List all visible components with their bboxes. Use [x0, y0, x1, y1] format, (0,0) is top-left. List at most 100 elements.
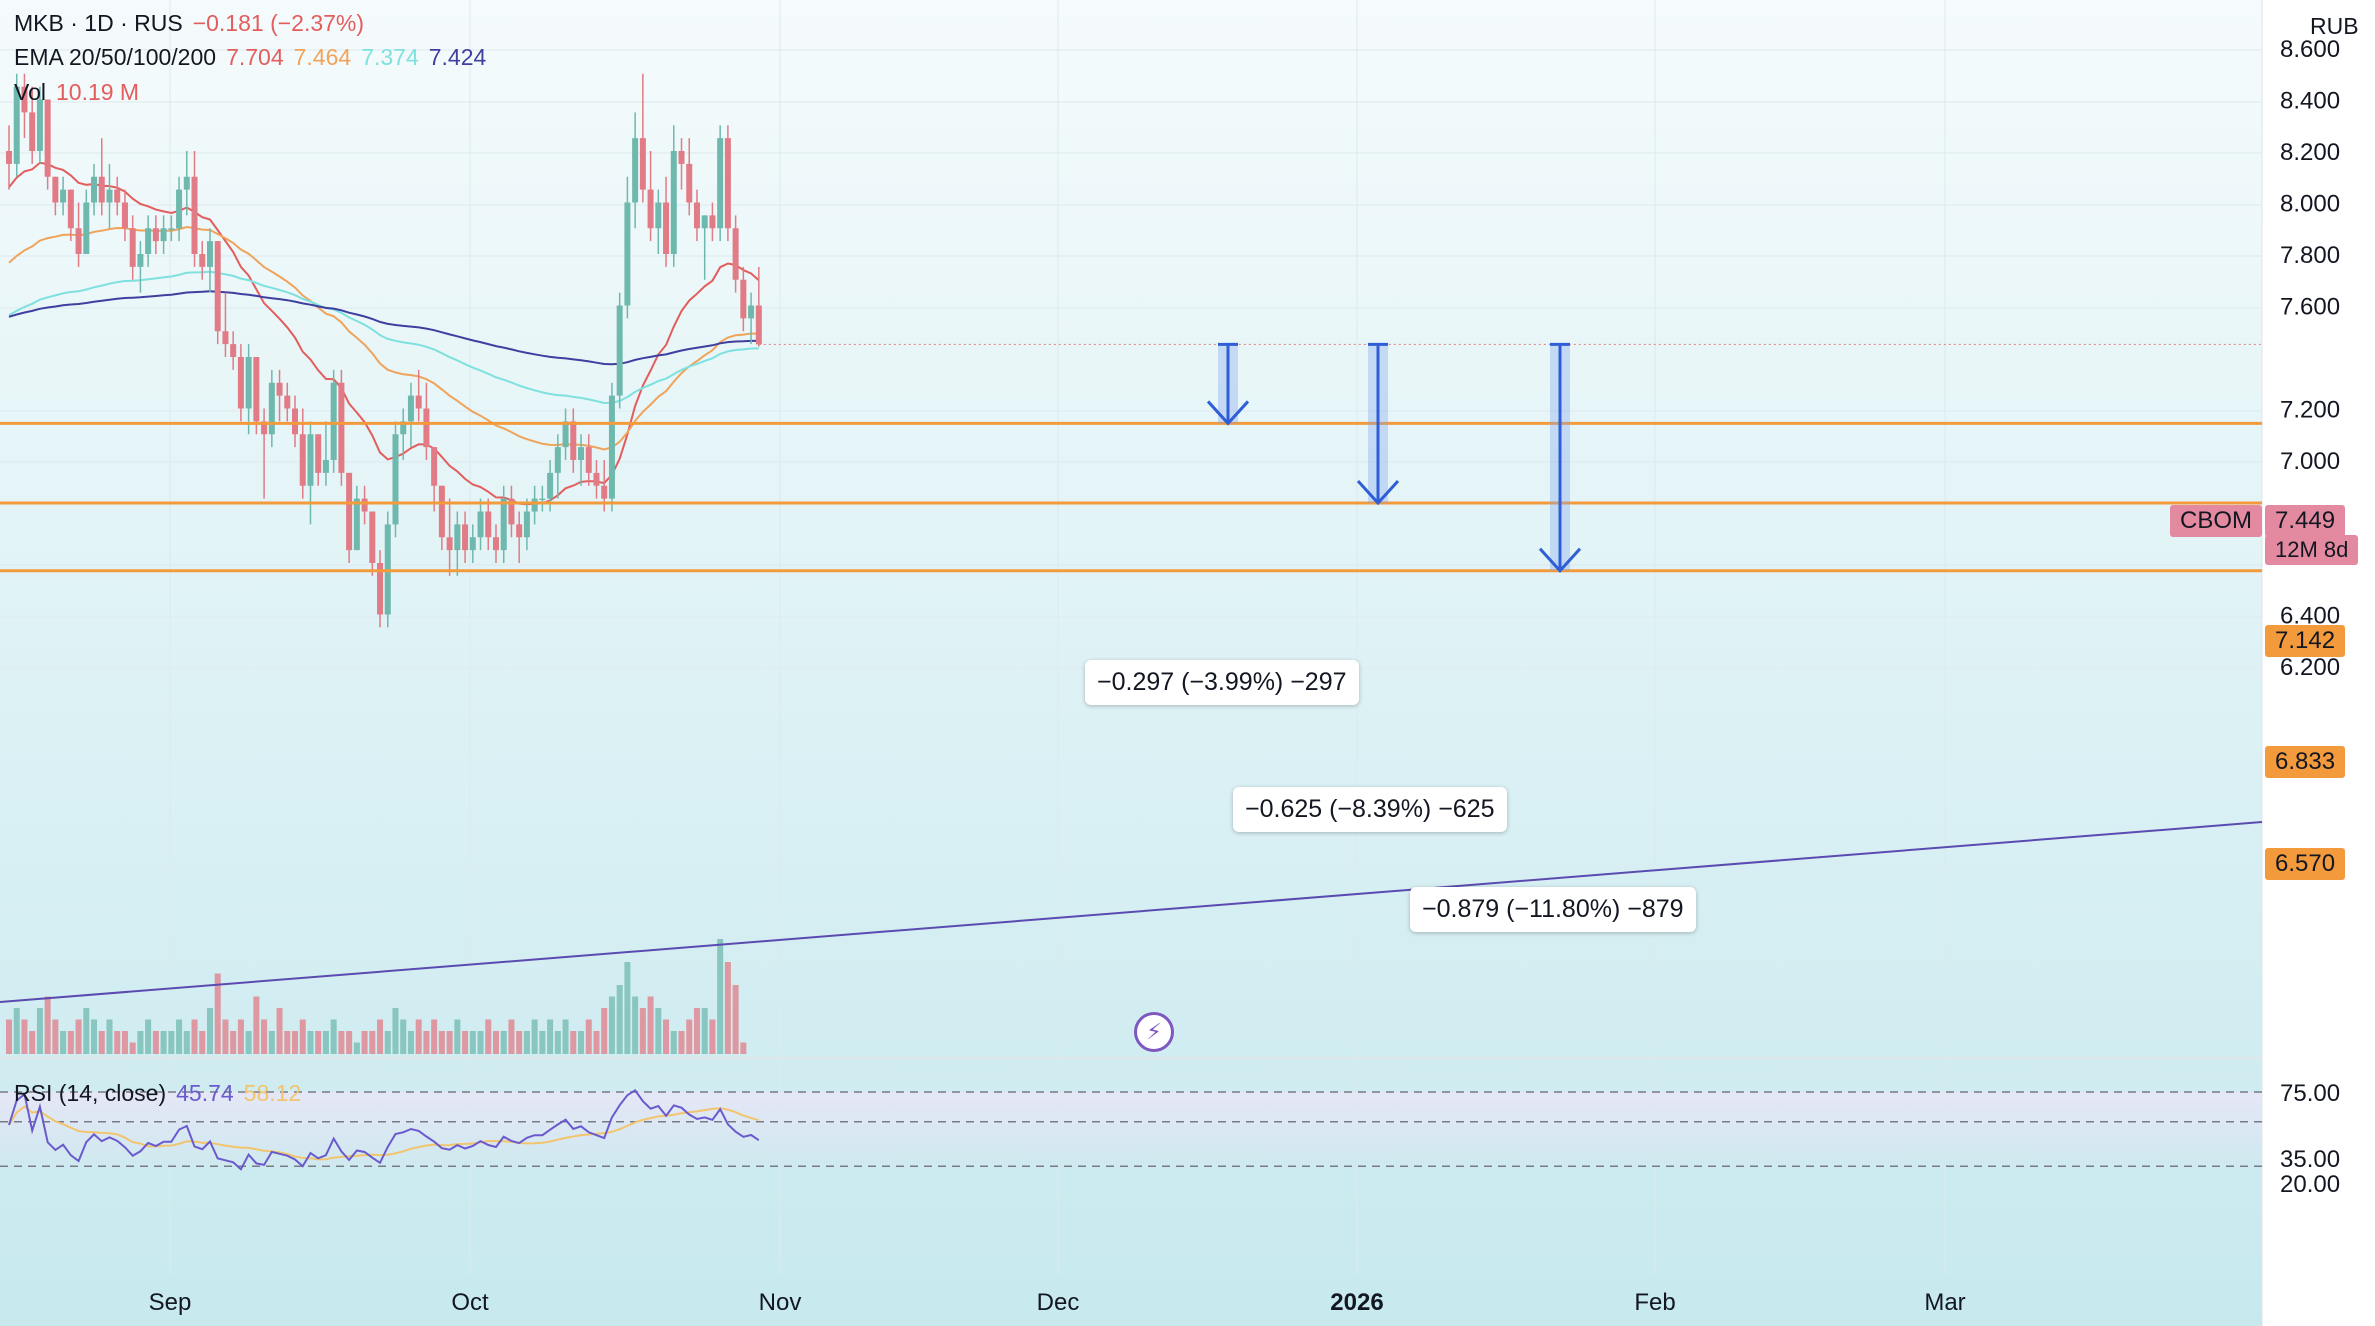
candle-body: [446, 537, 453, 551]
volume-bar: [585, 1019, 592, 1054]
price-tick: 7.800: [2280, 242, 2340, 269]
candle-body: [748, 305, 755, 319]
volume-bar: [377, 1019, 384, 1054]
volume-bar: [168, 1031, 175, 1054]
legend-rsi-row: RSI (14, close) 45.74 58.12: [14, 1080, 311, 1107]
candle-body: [578, 447, 585, 460]
candle-body: [36, 99, 43, 151]
candle-body: [353, 498, 360, 551]
countdown-tag: 12M 8d: [2265, 535, 2359, 565]
candle-body: [160, 228, 167, 242]
volume-bar: [261, 1019, 268, 1054]
candle-body: [145, 228, 152, 254]
candle-body: [67, 189, 74, 229]
price-tick: 7.200: [2280, 397, 2340, 424]
volume-bar: [508, 1019, 515, 1054]
price-tick: 8.600: [2280, 36, 2340, 63]
candle-body: [663, 202, 670, 254]
candle-body: [670, 151, 677, 254]
rsi-value: 45.74: [176, 1080, 234, 1106]
candle-body: [52, 176, 59, 203]
level-tag-2: 6.833: [2265, 746, 2346, 778]
measure-label-2[interactable]: −0.625 (−8.39%) −625: [1233, 787, 1507, 832]
price-tick: 7.000: [2280, 448, 2340, 475]
volume-bar: [415, 1019, 422, 1054]
candle-body: [709, 215, 716, 229]
volume-bar: [346, 1031, 353, 1054]
volume-bar: [137, 1031, 144, 1054]
legend-vol-row: Vol 10.19 M: [14, 79, 149, 106]
measure-label-1[interactable]: −0.297 (−3.99%) −297: [1085, 660, 1359, 705]
vol-label: Vol: [14, 79, 46, 105]
exchange-tag: CBOM: [2170, 505, 2262, 537]
volume-bar: [307, 1031, 314, 1054]
currency-label: RUB: [2310, 13, 2359, 39]
volume-bar: [91, 1019, 98, 1054]
volume-bar: [83, 1008, 90, 1054]
candle-body: [724, 138, 731, 229]
volume-bar: [454, 1019, 461, 1054]
candle-body: [307, 434, 314, 486]
volume-bar: [438, 1031, 445, 1054]
candle-body: [361, 498, 368, 512]
volume-bar: [245, 1031, 252, 1054]
volume-bar: [469, 1031, 476, 1054]
candle-body: [508, 498, 515, 525]
volume-bar: [199, 1031, 206, 1054]
volume-bar: [740, 1042, 747, 1054]
candle-body: [701, 215, 708, 229]
candle-body: [500, 498, 507, 551]
ema200-value: 7.424: [428, 44, 487, 70]
candle-body: [168, 228, 175, 230]
last-price-tag: 7.449: [2265, 505, 2346, 537]
candle-body: [593, 472, 600, 486]
candle-body: [570, 421, 577, 460]
candle-body: [554, 447, 561, 473]
candle-body: [6, 151, 12, 164]
candles: [6, 73, 2262, 628]
volume-bar: [121, 1031, 128, 1054]
candle-body: [214, 241, 221, 332]
legend-symbol-row: MKB · 1D · RUS −0.181 (−2.37%): [14, 10, 374, 37]
volume-bar: [500, 1031, 507, 1054]
measure-arrows[interactable]: [1206, 342, 1582, 573]
volume-bar: [361, 1031, 368, 1054]
price-tick: 8.200: [2280, 139, 2340, 166]
volume-bar: [663, 1019, 670, 1054]
candle-body: [322, 460, 329, 473]
horizontal-levels[interactable]: [0, 421, 2262, 573]
volume-bar: [608, 996, 615, 1054]
candle-body: [261, 421, 268, 435]
volume-bar: [601, 1008, 608, 1054]
candle-body: [330, 382, 337, 460]
volume-bar: [145, 1019, 152, 1054]
rsi-tick: 20.00: [2280, 1171, 2340, 1198]
volume-bar: [36, 1008, 43, 1054]
candle-body: [732, 228, 739, 280]
candle-body: [693, 202, 700, 229]
candle-body: [253, 357, 260, 422]
candle-body: [740, 279, 747, 319]
change-label: −0.181 (−2.37%): [192, 10, 365, 36]
volume-bar: [6, 1019, 12, 1054]
event-bolt-icon[interactable]: ⚡: [1134, 1012, 1174, 1052]
measure-head-1: [1206, 400, 1250, 426]
volume-bar: [237, 1019, 244, 1054]
rsi-pane: [0, 1088, 2262, 1171]
volume-bar: [431, 1019, 438, 1054]
trendline[interactable]: [0, 821, 2263, 1003]
candle-body: [639, 138, 646, 190]
candle-body: [299, 434, 306, 486]
volume-bar: [392, 1008, 399, 1054]
volume-bar: [384, 1031, 391, 1054]
measure-label-3[interactable]: −0.879 (−11.80%) −879: [1410, 887, 1696, 932]
candle-body: [678, 151, 685, 164]
volume-bar: [539, 1031, 546, 1054]
candle-body: [83, 202, 90, 254]
volume-bar: [176, 1019, 183, 1054]
volume-bar: [330, 1019, 337, 1054]
candle-body: [338, 382, 345, 473]
volume-bar: [492, 1031, 499, 1054]
candle-body: [431, 447, 438, 486]
